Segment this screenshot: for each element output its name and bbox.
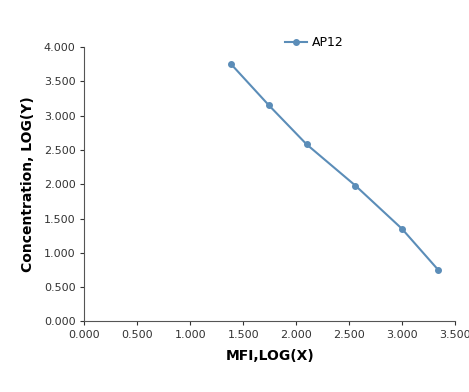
AP12 <box>353 183 358 188</box>
Line: AP12: AP12 <box>228 61 441 272</box>
X-axis label: MFI,LOG(X): MFI,LOG(X) <box>225 349 314 363</box>
AP12 <box>304 142 310 147</box>
Legend: AP12: AP12 <box>280 31 349 54</box>
AP12 <box>227 61 233 66</box>
AP12 <box>399 227 405 231</box>
Y-axis label: Concentration, LOG(Y): Concentration, LOG(Y) <box>21 96 35 272</box>
AP12 <box>435 267 441 272</box>
AP12 <box>266 103 272 107</box>
